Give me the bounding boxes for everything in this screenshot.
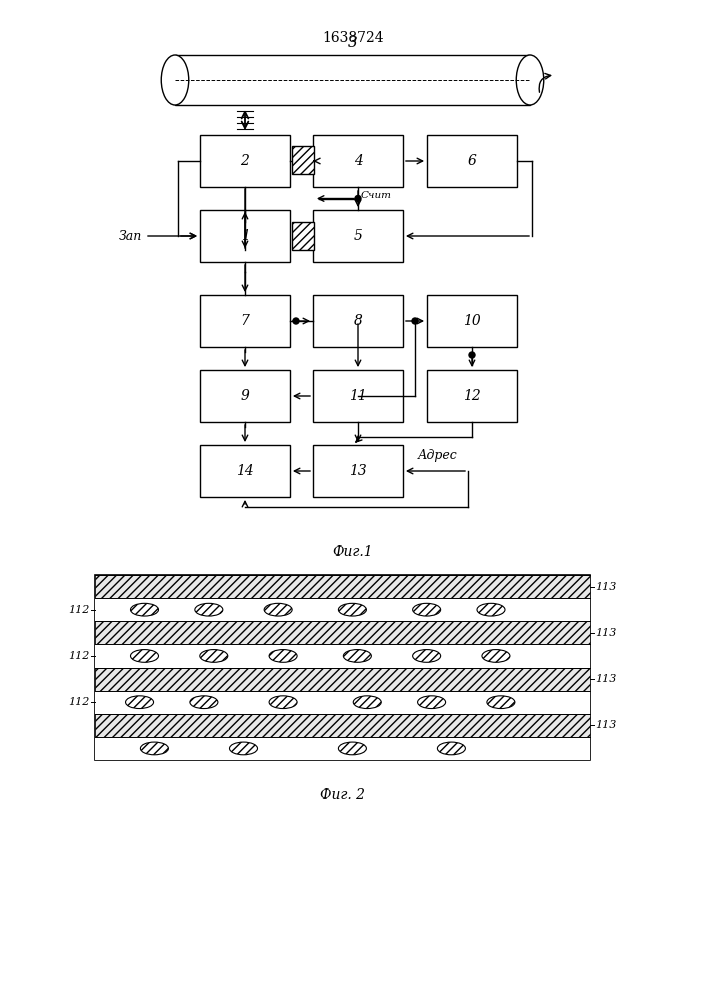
Bar [427, 135, 517, 187]
Bar [95, 621, 590, 644]
Text: Фиг.1: Фиг.1 [333, 545, 373, 559]
Text: 113: 113 [595, 674, 617, 684]
Text: 1: 1 [240, 229, 250, 243]
Bar [95, 737, 590, 760]
Ellipse shape [269, 696, 297, 709]
Bar [313, 210, 403, 262]
Ellipse shape [190, 696, 218, 709]
Text: 6: 6 [467, 154, 477, 168]
Text: 2: 2 [240, 154, 250, 168]
Text: 3: 3 [348, 36, 358, 50]
Bar [200, 295, 290, 347]
Bar [95, 691, 590, 714]
Bar [200, 445, 290, 497]
Ellipse shape [269, 650, 297, 662]
Ellipse shape [354, 696, 381, 709]
Bar [313, 445, 403, 497]
Circle shape [293, 318, 299, 324]
Bar [313, 135, 403, 187]
Text: 113: 113 [595, 582, 617, 592]
Text: 113: 113 [595, 628, 617, 638]
Circle shape [355, 196, 361, 202]
Text: 112: 112 [69, 697, 90, 707]
Bar [427, 370, 517, 422]
Bar [200, 210, 290, 262]
Text: 1638724: 1638724 [322, 31, 384, 45]
Ellipse shape [131, 603, 158, 616]
Text: 12: 12 [463, 389, 481, 403]
Text: 112: 112 [69, 651, 90, 661]
Ellipse shape [339, 742, 366, 755]
Ellipse shape [339, 603, 366, 616]
Text: 11: 11 [349, 389, 367, 403]
Text: 7: 7 [240, 314, 250, 328]
Ellipse shape [344, 650, 371, 662]
Ellipse shape [131, 650, 158, 662]
Ellipse shape [230, 742, 257, 755]
Bar [292, 146, 314, 174]
Bar [292, 222, 314, 250]
Text: 10: 10 [463, 314, 481, 328]
Text: 4: 4 [354, 154, 363, 168]
Text: Зап: Зап [119, 230, 142, 242]
Bar [95, 598, 590, 621]
Text: 112: 112 [69, 605, 90, 615]
Circle shape [469, 352, 475, 358]
Bar [95, 575, 590, 760]
Ellipse shape [264, 603, 292, 616]
Text: 8: 8 [354, 314, 363, 328]
Ellipse shape [126, 696, 153, 709]
Text: 13: 13 [349, 464, 367, 478]
Bar [313, 295, 403, 347]
Ellipse shape [418, 696, 445, 709]
Bar [313, 370, 403, 422]
Circle shape [412, 318, 418, 324]
Ellipse shape [195, 603, 223, 616]
Ellipse shape [200, 650, 228, 662]
Bar [95, 714, 590, 737]
Ellipse shape [438, 742, 465, 755]
Bar [95, 644, 590, 668]
Text: 5: 5 [354, 229, 363, 243]
Ellipse shape [413, 603, 440, 616]
Ellipse shape [482, 650, 510, 662]
Text: 113: 113 [595, 720, 617, 730]
Bar [95, 668, 590, 691]
Ellipse shape [161, 55, 189, 105]
Ellipse shape [141, 742, 168, 755]
Text: 9: 9 [240, 389, 250, 403]
Bar [175, 55, 530, 105]
Text: Фиг. 2: Фиг. 2 [320, 788, 365, 802]
Bar [200, 135, 290, 187]
Ellipse shape [477, 603, 505, 616]
Text: Счит: Счит [361, 191, 392, 200]
Text: 14: 14 [236, 464, 254, 478]
Ellipse shape [413, 650, 440, 662]
Bar [200, 370, 290, 422]
Ellipse shape [516, 55, 544, 105]
Bar [95, 575, 590, 598]
Bar [427, 295, 517, 347]
Text: Адрес: Адрес [418, 450, 457, 462]
Ellipse shape [487, 696, 515, 709]
